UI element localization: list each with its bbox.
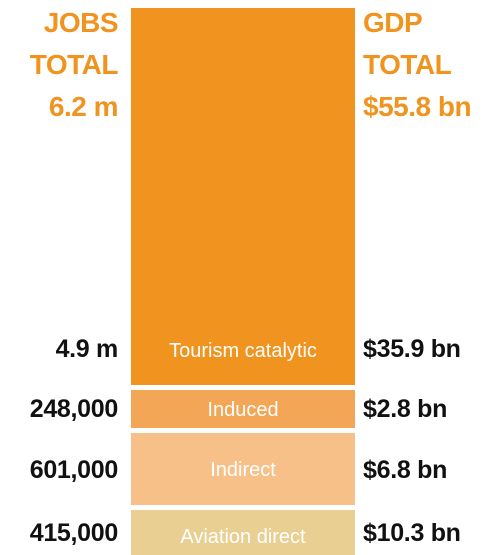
gdp-value: $10.3 bn [363,519,461,547]
segment: Induced [131,390,355,428]
jobs-title: JOBS [43,7,119,38]
segment-label: Indirect [210,459,276,481]
jobs-title: TOTAL [29,49,119,80]
gdp-value: $35.9 bn [363,335,461,363]
gdp-header: GDP TOTAL $55.8 bn [363,2,472,128]
segment-label: Induced [207,399,279,421]
gdp-value: $6.8 bn [363,456,448,484]
gdp-total: $55.8 bn [363,91,472,122]
gdp-title: TOTAL [363,49,452,80]
segment-label: Tourism catalytic [169,340,317,362]
jobs-header: JOBS TOTAL 6.2 m [29,2,119,128]
jobs-total: 6.2 m [48,91,119,122]
segment: Aviation direct [131,510,355,555]
jobs-value: 415,000 [29,519,119,547]
jobs-value: 4.9 m [55,335,119,363]
segment: Indirect [131,433,355,505]
segment-label: Aviation direct [180,526,306,548]
segment: Tourism catalytic [131,8,355,385]
gdp-value: $2.8 bn [363,395,448,423]
gdp-title: GDP [363,7,423,38]
jobs-value: 248,000 [29,395,119,423]
jobs-value: 601,000 [29,456,119,484]
